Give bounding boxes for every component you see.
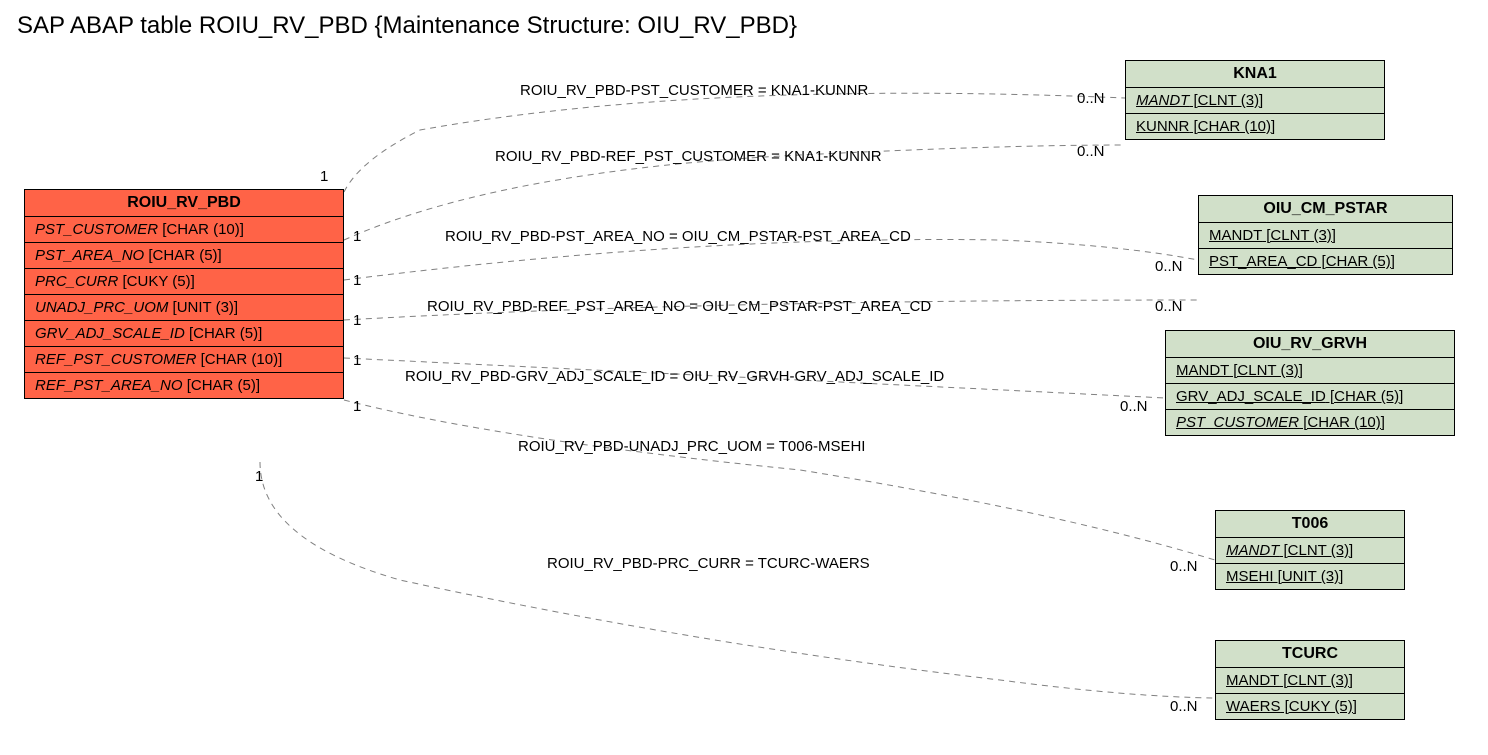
entity-field: PRC_CURR [CUKY (5)] bbox=[25, 269, 343, 295]
entity-field: MANDT [CLNT (3)] bbox=[1216, 538, 1404, 564]
entity-header: TCURC bbox=[1216, 641, 1404, 668]
entity-field: PST_AREA_CD [CHAR (5)] bbox=[1199, 249, 1452, 274]
cardinality: 0..N bbox=[1155, 258, 1183, 275]
entity-field: KUNNR [CHAR (10)] bbox=[1126, 114, 1384, 139]
entity-field: PST_CUSTOMER [CHAR (10)] bbox=[1166, 410, 1454, 435]
relation-label: ROIU_RV_PBD-REF_PST_CUSTOMER = KNA1-KUNN… bbox=[495, 148, 882, 165]
entity-oiu_rv_grvh: OIU_RV_GRVHMANDT [CLNT (3)]GRV_ADJ_SCALE… bbox=[1165, 330, 1455, 436]
entity-field: WAERS [CUKY (5)] bbox=[1216, 694, 1404, 719]
entity-header: OIU_CM_PSTAR bbox=[1199, 196, 1452, 223]
entity-tcurc: TCURCMANDT [CLNT (3)]WAERS [CUKY (5)] bbox=[1215, 640, 1405, 720]
entity-field: MANDT [CLNT (3)] bbox=[1166, 358, 1454, 384]
cardinality: 1 bbox=[353, 398, 361, 415]
relation-label: ROIU_RV_PBD-PST_AREA_NO = OIU_CM_PSTAR-P… bbox=[445, 228, 911, 245]
cardinality: 1 bbox=[353, 228, 361, 245]
entity-header: T006 bbox=[1216, 511, 1404, 538]
cardinality: 0..N bbox=[1120, 398, 1148, 415]
entity-field: PST_AREA_NO [CHAR (5)] bbox=[25, 243, 343, 269]
entity-field: MANDT [CLNT (3)] bbox=[1199, 223, 1452, 249]
relation-label: ROIU_RV_PBD-GRV_ADJ_SCALE_ID = OIU_RV_GR… bbox=[405, 368, 944, 385]
relation-label: ROIU_RV_PBD-UNADJ_PRC_UOM = T006-MSEHI bbox=[518, 438, 865, 455]
entity-field: PST_CUSTOMER [CHAR (10)] bbox=[25, 217, 343, 243]
cardinality: 1 bbox=[320, 168, 328, 185]
cardinality: 0..N bbox=[1077, 90, 1105, 107]
entity-field: UNADJ_PRC_UOM [UNIT (3)] bbox=[25, 295, 343, 321]
entity-header: ROIU_RV_PBD bbox=[25, 190, 343, 217]
entity-t006: T006MANDT [CLNT (3)]MSEHI [UNIT (3)] bbox=[1215, 510, 1405, 590]
entity-header: OIU_RV_GRVH bbox=[1166, 331, 1454, 358]
cardinality: 1 bbox=[255, 468, 263, 485]
cardinality: 0..N bbox=[1170, 698, 1198, 715]
relation-label: ROIU_RV_PBD-PST_CUSTOMER = KNA1-KUNNR bbox=[520, 82, 868, 99]
entity-field: GRV_ADJ_SCALE_ID [CHAR (5)] bbox=[25, 321, 343, 347]
entity-field: GRV_ADJ_SCALE_ID [CHAR (5)] bbox=[1166, 384, 1454, 410]
cardinality: 0..N bbox=[1155, 298, 1183, 315]
cardinality: 1 bbox=[353, 352, 361, 369]
relation-label: ROIU_RV_PBD-PRC_CURR = TCURC-WAERS bbox=[547, 555, 870, 572]
entity-kna1: KNA1MANDT [CLNT (3)]KUNNR [CHAR (10)] bbox=[1125, 60, 1385, 140]
entity-field: MSEHI [UNIT (3)] bbox=[1216, 564, 1404, 589]
entity-field: MANDT [CLNT (3)] bbox=[1216, 668, 1404, 694]
relation-label: ROIU_RV_PBD-REF_PST_AREA_NO = OIU_CM_PST… bbox=[427, 298, 931, 315]
page-title: SAP ABAP table ROIU_RV_PBD {Maintenance … bbox=[17, 12, 797, 40]
cardinality: 1 bbox=[353, 272, 361, 289]
cardinality: 1 bbox=[353, 312, 361, 329]
cardinality: 0..N bbox=[1077, 143, 1105, 160]
entity-field: MANDT [CLNT (3)] bbox=[1126, 88, 1384, 114]
entity-header: KNA1 bbox=[1126, 61, 1384, 88]
entity-field: REF_PST_AREA_NO [CHAR (5)] bbox=[25, 373, 343, 398]
entity-oiu_cm_pstar: OIU_CM_PSTARMANDT [CLNT (3)]PST_AREA_CD … bbox=[1198, 195, 1453, 275]
cardinality: 0..N bbox=[1170, 558, 1198, 575]
entity-field: REF_PST_CUSTOMER [CHAR (10)] bbox=[25, 347, 343, 373]
entity-roiu_rv_pbd: ROIU_RV_PBDPST_CUSTOMER [CHAR (10)]PST_A… bbox=[24, 189, 344, 399]
